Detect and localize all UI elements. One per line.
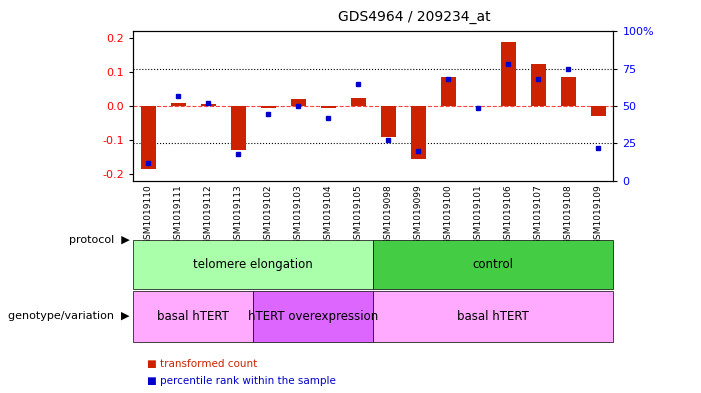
Bar [253, 291, 374, 342]
Text: GSM1019110: GSM1019110 [144, 184, 153, 245]
Bar [374, 291, 613, 342]
Text: GSM1019107: GSM1019107 [534, 184, 543, 245]
Bar [133, 291, 253, 342]
Text: GSM1019101: GSM1019101 [474, 184, 483, 245]
Text: GSM1019103: GSM1019103 [294, 184, 303, 245]
Text: GDS4964 / 209234_at: GDS4964 / 209234_at [339, 9, 491, 24]
Bar [321, 106, 336, 108]
Text: GSM1019106: GSM1019106 [504, 184, 513, 245]
Bar [374, 240, 613, 289]
Bar [531, 64, 546, 106]
Text: GSM1019099: GSM1019099 [414, 184, 423, 245]
Text: GSM1019104: GSM1019104 [324, 184, 333, 245]
Text: GSM1019100: GSM1019100 [444, 184, 453, 245]
Text: GSM1019113: GSM1019113 [233, 184, 243, 245]
Text: GSM1019105: GSM1019105 [354, 184, 363, 245]
Text: GSM1019098: GSM1019098 [383, 184, 393, 245]
Text: genotype/variation  ▶: genotype/variation ▶ [8, 311, 130, 321]
Text: GSM1019102: GSM1019102 [264, 184, 273, 245]
Bar [501, 42, 516, 106]
Bar [141, 106, 156, 169]
Bar [231, 106, 246, 150]
Text: telomere elongation: telomere elongation [193, 258, 313, 271]
Bar [133, 240, 374, 289]
Bar [591, 106, 606, 116]
Text: hTERT overexpression: hTERT overexpression [248, 310, 379, 323]
Text: GSM1019108: GSM1019108 [564, 184, 573, 245]
Bar [561, 77, 576, 106]
Bar [350, 97, 366, 106]
Bar [381, 106, 396, 137]
Text: GSM1019111: GSM1019111 [174, 184, 183, 245]
Bar [411, 106, 426, 159]
Text: basal hTERT: basal hTERT [457, 310, 529, 323]
Bar [291, 99, 306, 106]
Bar [441, 77, 456, 106]
Text: basal hTERT: basal hTERT [157, 310, 229, 323]
Text: protocol  ▶: protocol ▶ [69, 235, 130, 245]
Bar [200, 105, 216, 106]
Text: GSM1019109: GSM1019109 [594, 184, 603, 245]
Text: ■ transformed count: ■ transformed count [147, 358, 257, 369]
Text: GSM1019112: GSM1019112 [204, 184, 212, 245]
Bar [171, 103, 186, 106]
Bar [261, 106, 275, 108]
Text: control: control [473, 258, 514, 271]
Text: ■ percentile rank within the sample: ■ percentile rank within the sample [147, 376, 336, 386]
